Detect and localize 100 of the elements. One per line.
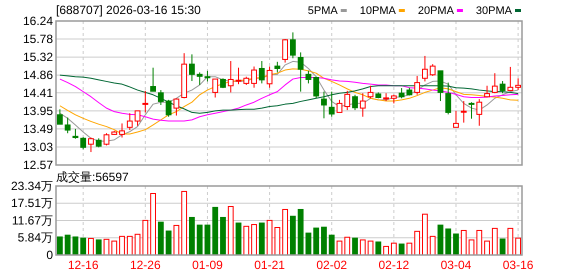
y-tick-label: 13.03 (22, 140, 54, 154)
candlestick (212, 78, 218, 98)
bar (251, 224, 257, 256)
bar (438, 224, 444, 256)
candlestick (150, 67, 156, 92)
y-tick-label: 11.67万 (12, 214, 53, 228)
bar (150, 193, 156, 256)
bar (236, 222, 242, 256)
candlestick (484, 85, 490, 98)
y-tick-label: 0 (46, 248, 54, 262)
candlestick (196, 72, 203, 86)
candlestick (492, 72, 498, 94)
candlestick (104, 132, 110, 146)
candlestick (266, 66, 272, 88)
candlestick (274, 61, 280, 73)
candlestick (64, 117, 71, 134)
candlestick (360, 92, 366, 118)
bar (445, 228, 452, 256)
x-tick-label: 01-21 (254, 258, 286, 272)
candlestick (476, 98, 482, 126)
bar (243, 226, 250, 256)
bar (142, 220, 148, 256)
candlestick (189, 54, 195, 82)
y-tick-label: 14.86 (22, 68, 54, 82)
bar (492, 228, 498, 256)
candlestick (336, 99, 342, 113)
bar (352, 238, 358, 256)
y-tick-label: 13.49 (22, 122, 54, 136)
legend-label: 10PMA (360, 5, 396, 17)
bar (80, 238, 86, 256)
candlestick (72, 128, 78, 140)
y-tick-label: 13.95 (22, 104, 54, 118)
bar (484, 240, 490, 256)
candlestick (282, 38, 288, 64)
bar (266, 220, 272, 256)
candlestick (328, 91, 335, 118)
bar (104, 238, 110, 256)
legend-label: 5PMA (308, 5, 338, 17)
candlestick (228, 60, 234, 93)
bar (453, 234, 459, 256)
bar (228, 206, 234, 256)
x-tick-label: 01-09 (192, 258, 224, 272)
x-tick-label: 03-04 (440, 258, 472, 272)
candlestick (236, 67, 242, 85)
bar (383, 246, 389, 256)
bar (460, 230, 467, 256)
bar (220, 216, 226, 256)
y-tick-label: 16.24 (22, 14, 54, 28)
bar (500, 238, 506, 256)
bar (476, 230, 482, 256)
x-tick-label: 02-02 (316, 258, 348, 272)
bar (204, 224, 210, 256)
candlestick (290, 32, 296, 59)
candlestick (398, 88, 405, 99)
candlestick (445, 82, 452, 115)
candlestick (88, 137, 94, 153)
bar (321, 226, 327, 256)
bar (306, 232, 312, 256)
x-tick-label: 03-16 (502, 258, 534, 272)
bar (72, 236, 78, 256)
bar (196, 224, 203, 256)
candlestick (414, 75, 420, 96)
candlestick (80, 136, 86, 150)
candlestick (119, 122, 125, 138)
bar (111, 240, 118, 256)
candlestick (453, 110, 459, 128)
y-tick-label: 5.84万 (18, 230, 53, 245)
candlestick (56, 108, 63, 125)
x-tick-label: 12-26 (130, 258, 161, 272)
candlestick (126, 112, 133, 131)
bar (468, 239, 474, 256)
candlestick (468, 102, 474, 120)
candlestick (422, 55, 428, 82)
y-tick-label: 15.32 (22, 50, 54, 64)
bar (390, 242, 397, 256)
chart-title: [688707] 2026-03-16 15:30 (56, 3, 202, 17)
y-tick-label: 14.41 (22, 86, 54, 100)
bar (88, 238, 94, 256)
y-tick-label: 12.57 (22, 158, 54, 172)
candlestick (368, 85, 374, 99)
candlestick (430, 64, 436, 76)
legend-label: 20PMA (418, 5, 455, 17)
candlestick (321, 91, 327, 119)
candlestick (298, 52, 304, 92)
bar (134, 234, 140, 256)
candlestick (500, 80, 506, 94)
candlestick (204, 70, 210, 82)
candlestick (313, 76, 320, 99)
bar (212, 206, 218, 256)
candlestick (438, 70, 444, 102)
chart-title: 成交量:56597 (56, 170, 130, 184)
candlestick (258, 60, 265, 84)
candlestick (460, 100, 467, 124)
bar (398, 244, 405, 256)
x-tick-label: 12-16 (68, 258, 99, 272)
bar (126, 236, 133, 256)
candlestick (306, 70, 312, 84)
candlestick (251, 66, 257, 88)
candlestick (134, 110, 140, 126)
candlestick (173, 98, 180, 116)
